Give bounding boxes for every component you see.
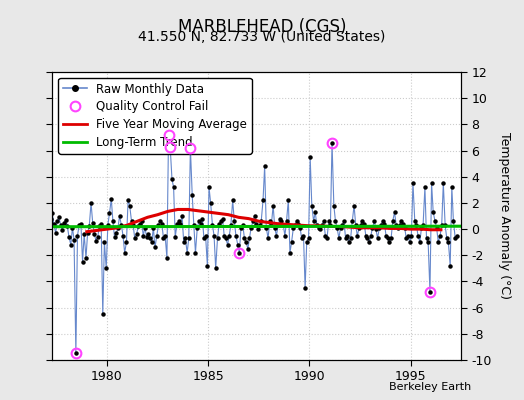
Y-axis label: Temperature Anomaly (°C): Temperature Anomaly (°C) [498,132,511,300]
Text: Berkeley Earth: Berkeley Earth [389,382,472,392]
Text: MARBLEHEAD (CGS): MARBLEHEAD (CGS) [178,18,346,36]
Text: 41.550 N, 82.733 W (United States): 41.550 N, 82.733 W (United States) [138,30,386,44]
Legend: Raw Monthly Data, Quality Control Fail, Five Year Moving Average, Long-Term Tren: Raw Monthly Data, Quality Control Fail, … [58,78,252,154]
